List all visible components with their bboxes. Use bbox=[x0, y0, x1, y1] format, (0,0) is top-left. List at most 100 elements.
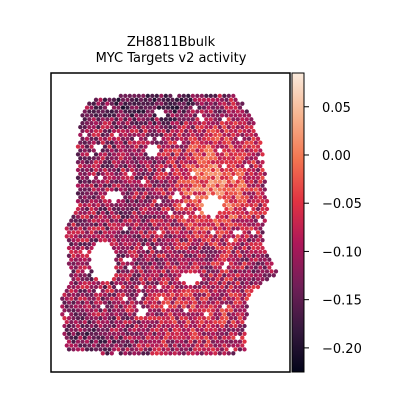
spot bbox=[215, 105, 220, 110]
spot bbox=[219, 105, 225, 110]
spot bbox=[80, 136, 85, 141]
spot bbox=[100, 335, 105, 340]
spot bbox=[253, 171, 258, 177]
spot bbox=[120, 331, 126, 336]
spot bbox=[168, 218, 173, 223]
spot bbox=[213, 132, 218, 138]
spot bbox=[152, 199, 157, 204]
spot bbox=[249, 156, 254, 161]
spot bbox=[132, 202, 137, 208]
spot bbox=[206, 175, 211, 180]
spot bbox=[105, 117, 110, 122]
spot bbox=[165, 284, 171, 290]
spot bbox=[179, 97, 184, 102]
spot bbox=[93, 136, 99, 141]
spot bbox=[174, 230, 180, 235]
spot bbox=[204, 319, 209, 325]
spot bbox=[199, 210, 204, 216]
spot bbox=[190, 335, 195, 340]
spot bbox=[224, 277, 229, 282]
spot bbox=[192, 167, 198, 173]
spot bbox=[152, 245, 157, 251]
spot bbox=[120, 191, 126, 196]
spot bbox=[91, 132, 96, 138]
spot bbox=[134, 347, 139, 352]
spot bbox=[210, 284, 216, 290]
spot bbox=[93, 292, 99, 297]
spot bbox=[240, 117, 245, 122]
spot bbox=[111, 339, 117, 344]
spot bbox=[156, 121, 162, 126]
spot bbox=[233, 113, 238, 118]
spot bbox=[159, 319, 164, 325]
spot bbox=[170, 136, 175, 141]
spot bbox=[208, 288, 213, 294]
spot bbox=[183, 238, 189, 243]
spot bbox=[147, 97, 153, 102]
spot bbox=[188, 316, 193, 321]
spot bbox=[195, 171, 200, 177]
spot bbox=[168, 319, 173, 325]
spot bbox=[174, 347, 180, 352]
spot bbox=[195, 343, 200, 348]
spot bbox=[111, 175, 117, 180]
spot bbox=[183, 167, 189, 173]
spot bbox=[258, 241, 263, 247]
spot bbox=[255, 253, 261, 258]
spot bbox=[147, 245, 153, 251]
spot bbox=[129, 277, 135, 282]
spot bbox=[161, 222, 166, 227]
spot bbox=[226, 319, 231, 325]
spot bbox=[145, 140, 150, 145]
spot bbox=[172, 335, 177, 340]
spot bbox=[156, 339, 162, 344]
spot bbox=[204, 226, 209, 231]
spot bbox=[73, 319, 78, 325]
spot bbox=[127, 101, 132, 106]
spot bbox=[127, 163, 132, 169]
spot bbox=[240, 124, 245, 130]
spot bbox=[215, 144, 220, 149]
spot bbox=[159, 187, 164, 192]
spot bbox=[87, 210, 92, 216]
spot bbox=[199, 140, 204, 145]
spot bbox=[91, 343, 96, 348]
spot bbox=[183, 175, 189, 180]
spot bbox=[179, 261, 184, 266]
spot bbox=[188, 269, 193, 274]
spot bbox=[102, 144, 108, 149]
spot bbox=[222, 273, 227, 278]
spot bbox=[80, 160, 85, 165]
spot bbox=[237, 167, 243, 173]
spot bbox=[78, 179, 83, 184]
spot bbox=[102, 230, 108, 235]
spot bbox=[114, 249, 119, 255]
spot bbox=[84, 238, 90, 243]
spot bbox=[217, 210, 222, 216]
spot bbox=[251, 152, 256, 157]
spot bbox=[98, 128, 103, 134]
spot bbox=[66, 316, 72, 321]
spot bbox=[260, 183, 265, 188]
spot bbox=[240, 273, 245, 278]
spot bbox=[118, 163, 123, 169]
spot bbox=[69, 226, 74, 231]
spot bbox=[156, 323, 162, 329]
spot bbox=[246, 175, 252, 180]
spot bbox=[105, 163, 110, 169]
spot bbox=[163, 280, 168, 286]
spot bbox=[80, 113, 85, 118]
spot bbox=[201, 136, 207, 141]
spot bbox=[129, 214, 135, 219]
spot bbox=[107, 222, 112, 227]
spot bbox=[127, 202, 132, 208]
spot bbox=[60, 312, 65, 317]
spot bbox=[242, 339, 247, 344]
spot bbox=[143, 128, 148, 134]
spot bbox=[80, 128, 85, 134]
spot bbox=[125, 222, 130, 227]
spot bbox=[174, 323, 180, 329]
spot bbox=[102, 152, 108, 157]
spot bbox=[78, 124, 83, 130]
spot bbox=[186, 218, 191, 223]
